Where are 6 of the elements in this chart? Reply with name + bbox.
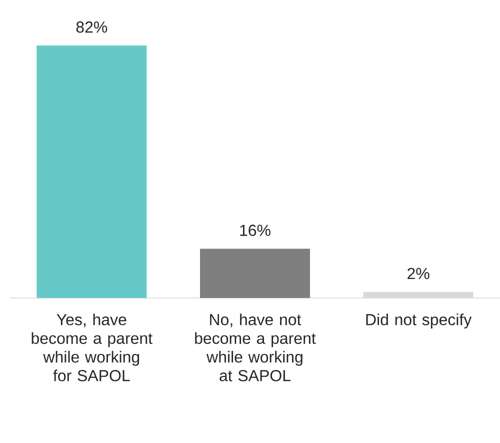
x-tick-label: Did not specify [366,314,472,328]
data-label: 2% [408,268,430,280]
data-label: 16% [240,224,270,236]
x-tick-label: No, have not become a parent while working at SAPOL [195,314,316,382]
data-label: 82% [76,21,108,33]
x-tick-label: Yes, have become a parent while working for SAPOL [32,314,152,382]
